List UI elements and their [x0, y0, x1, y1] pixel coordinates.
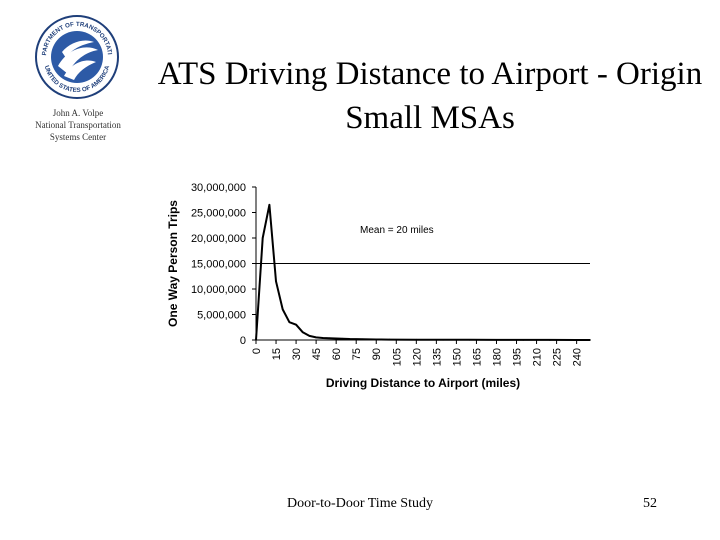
- data-point: [388, 338, 391, 341]
- data-point: [281, 308, 284, 311]
- x-tick-label: 180: [491, 348, 503, 366]
- org-name: John A. Volpe National Transportation Sy…: [22, 107, 134, 143]
- slide-title: ATS Driving Distance to Airport - Origin…: [110, 52, 720, 140]
- mean-annotation: Mean = 20 miles: [360, 225, 434, 236]
- data-point: [549, 339, 551, 341]
- x-tick-label: 165: [471, 348, 483, 366]
- x-tick-label: 60: [331, 348, 343, 360]
- data-point: [342, 337, 344, 340]
- slide-title-line-2: Small MSAs: [345, 100, 515, 136]
- data-point: [295, 323, 297, 326]
- y-tick-label: 0: [240, 335, 246, 347]
- x-tick-label: 0: [251, 348, 263, 354]
- x-axis-label: Driving Distance to Airport (miles): [326, 376, 520, 390]
- data-point: [301, 331, 304, 334]
- data-point: [288, 321, 291, 323]
- x-tick-label: 90: [371, 348, 383, 360]
- data-point: [589, 339, 591, 341]
- y-tick-label: 30,000,000: [191, 182, 246, 194]
- data-point: [362, 338, 364, 341]
- y-axis-ticks: 0 5,000,000 10,000,000 15,000,000 20,000,000…: [191, 182, 256, 347]
- data-point: [268, 204, 271, 206]
- x-tick-label: 210: [532, 348, 544, 366]
- us-dot-seal-icon: DEPARTMENT OF TRANSPORTATION UNITED STAT…: [32, 9, 119, 99]
- data-point: [495, 339, 498, 341]
- x-tick-label: 240: [572, 348, 584, 366]
- page-number: 52: [643, 496, 657, 511]
- y-tick-label: 20,000,000: [191, 233, 246, 245]
- data-point: [322, 337, 324, 339]
- data-point: [315, 336, 317, 339]
- footer-text: Door-to-Door Time Study: [287, 496, 433, 511]
- x-tick-label: 15: [271, 348, 283, 360]
- data-point: [348, 338, 351, 340]
- x-tick-label: 120: [411, 348, 423, 366]
- distance-chart: 0 5,000,000 10,000,000 15,000,000 20,000,000…: [166, 182, 591, 390]
- x-tick-label: 30: [291, 348, 303, 360]
- x-tick-label: 75: [351, 348, 363, 360]
- data-point: [415, 338, 418, 341]
- org-line-3: Systems Center: [49, 132, 107, 142]
- data-point: [522, 339, 524, 341]
- data-point: [308, 335, 311, 337]
- data-point: [255, 339, 257, 341]
- x-tick-label: 150: [451, 348, 463, 366]
- y-tick-label: 15,000,000: [191, 259, 246, 271]
- data-point: [575, 339, 578, 341]
- data-point: [275, 280, 277, 283]
- y-tick-label: 25,000,000: [191, 208, 246, 220]
- dot-seal-logo: DEPARTMENT OF TRANSPORTATION UNITED STAT…: [32, 9, 120, 100]
- org-line-1: John A. Volpe: [52, 108, 104, 118]
- data-point: [335, 337, 337, 340]
- data-point: [375, 338, 378, 341]
- y-tick-label: 5,000,000: [197, 310, 246, 322]
- data-point: [261, 237, 264, 239]
- x-tick-label: 105: [391, 348, 403, 366]
- data-point: [328, 337, 331, 340]
- org-line-2: National Transportation: [35, 120, 121, 130]
- y-tick-label: 10,000,000: [191, 284, 246, 296]
- x-tick-label: 225: [552, 348, 564, 366]
- slide-title-line-1: ATS Driving Distance to Airport - Origin: [157, 56, 703, 92]
- data-point: [468, 339, 471, 341]
- series-points: [255, 204, 591, 341]
- x-tick-label: 45: [311, 348, 323, 360]
- series-line: [255, 203, 590, 341]
- x-tick-label: 135: [431, 348, 443, 366]
- data-point: [442, 338, 444, 341]
- x-axis-ticks: 0 15 30 45 60 75 90 105 120 135 150 165 180 195 210 225…: [251, 340, 584, 366]
- y-axis-label: One Way Person Trips: [166, 200, 180, 327]
- x-tick-label: 195: [512, 348, 524, 366]
